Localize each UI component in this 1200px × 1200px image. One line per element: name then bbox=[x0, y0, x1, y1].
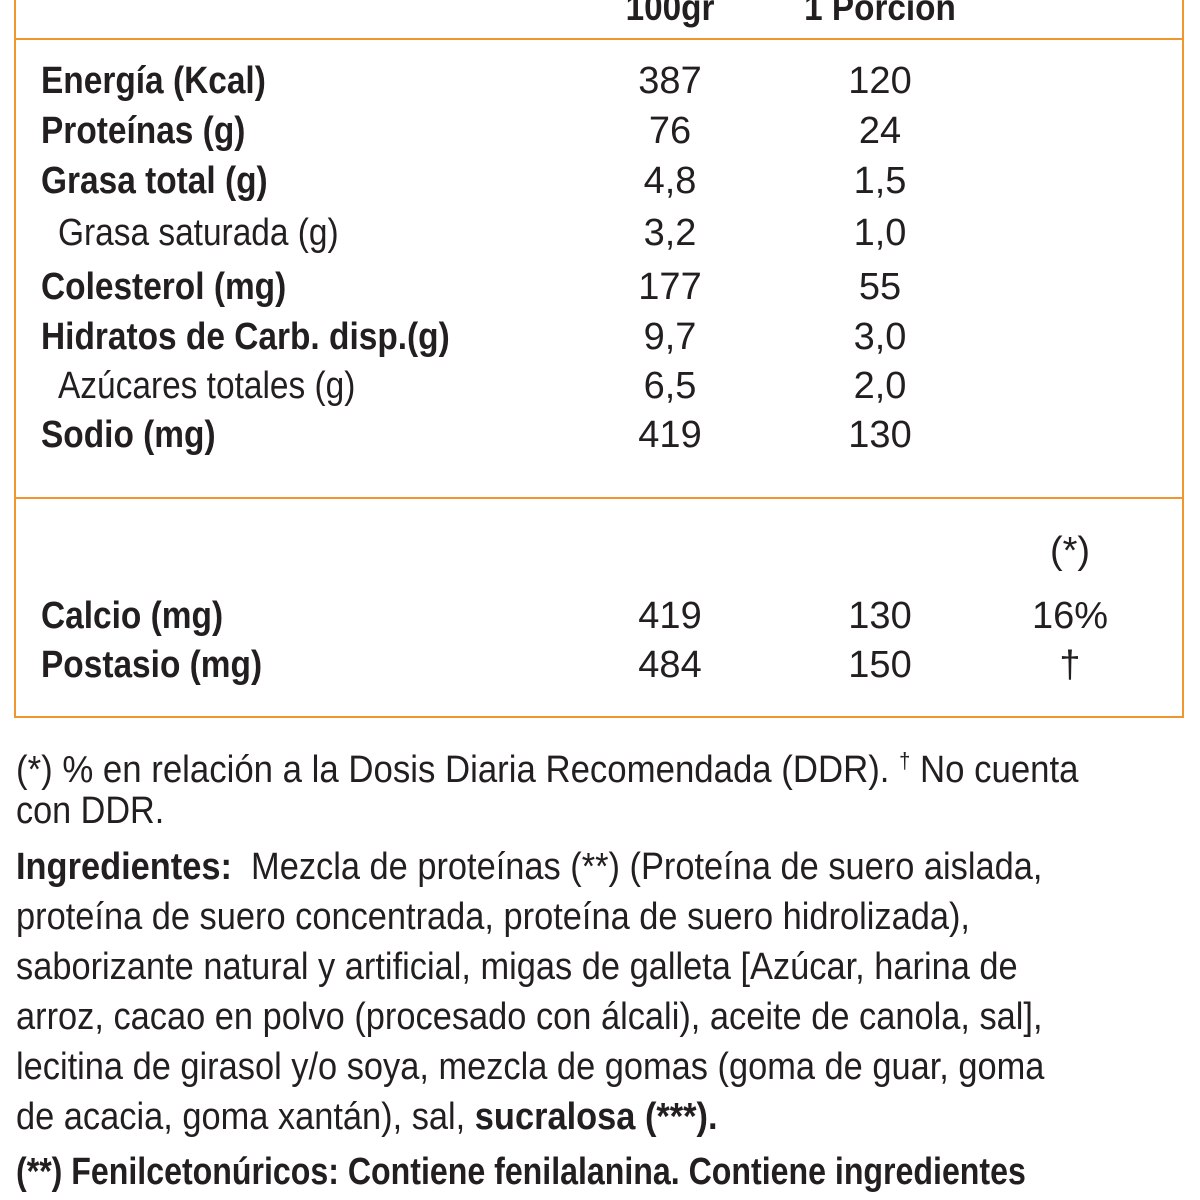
value-per-portion: 2,0 bbox=[853, 365, 907, 407]
table-row: Colesterol (mg) 177 55 bbox=[0, 262, 1200, 312]
footnote-text: (*) % en relación a la Dosis Diaria Reco… bbox=[16, 749, 890, 791]
nutrient-label: Grasa total (g) bbox=[41, 160, 268, 202]
value-per-portion: 1,0 bbox=[853, 212, 907, 254]
table-row: Sodio (mg) 419 130 bbox=[0, 410, 1200, 460]
value-per-100g: 484 bbox=[638, 644, 702, 686]
ddr-column-header: (*) bbox=[1049, 530, 1091, 572]
ingredients-line: proteína de suero concentrada, proteína … bbox=[16, 896, 970, 938]
value-per-100g: 6,5 bbox=[643, 365, 697, 407]
nutrition-table-border bbox=[14, 0, 1184, 718]
column-header-100g: 100gr bbox=[625, 0, 715, 28]
value-per-100g: 3,2 bbox=[643, 212, 697, 254]
ddr-footnote: (*) % en relación a la Dosis Diaria Reco… bbox=[16, 736, 1184, 836]
column-header-portion: 1 Porción bbox=[804, 0, 956, 28]
footnote-line: con DDR. bbox=[16, 790, 165, 832]
value-per-portion: 130 bbox=[848, 414, 912, 456]
minerals-divider bbox=[14, 497, 1184, 499]
footnote-text: No cuenta bbox=[919, 749, 1079, 791]
value-per-100g: 419 bbox=[638, 414, 702, 456]
nutrient-label: Grasa saturada (g) bbox=[58, 212, 339, 254]
ingredients-line: Ingredientes: Mezcla de proteínas (**) (… bbox=[16, 842, 1073, 892]
footnote-line: (*) % en relación a la Dosis Diaria Reco… bbox=[16, 736, 1085, 791]
value-per-100g: 177 bbox=[638, 266, 702, 308]
mineral-label: Postasio (mg) bbox=[41, 644, 263, 686]
table-row: Energía (Kcal) 387 120 bbox=[0, 56, 1200, 106]
value-ddr: † bbox=[1059, 644, 1081, 686]
ingredients-paragraph: Ingredientes: Mezcla de proteínas (**) (… bbox=[16, 842, 1184, 1142]
nutrient-label: Proteínas (g) bbox=[41, 110, 246, 152]
table-row: Grasa total (g) 4,8 1,5 bbox=[0, 156, 1200, 206]
value-per-portion: 24 bbox=[858, 110, 902, 152]
nutrient-label: Energía (Kcal) bbox=[41, 60, 266, 102]
mineral-label: Calcio (mg) bbox=[41, 595, 224, 637]
table-row: Calcio (mg) 419 130 16% bbox=[0, 591, 1200, 641]
value-ddr: 16% bbox=[1031, 595, 1109, 637]
table-row: Grasa saturada (g) 3,2 1,0 bbox=[0, 208, 1200, 258]
value-per-portion: 150 bbox=[848, 644, 912, 686]
value-per-portion: 1,5 bbox=[853, 160, 907, 202]
ingredients-text: Mezcla de proteínas (**) (Proteína de su… bbox=[251, 846, 1043, 888]
nutrient-label: Azúcares totales (g) bbox=[58, 365, 356, 407]
warning-line: (**) Fenilcetonúricos: Contiene fenilala… bbox=[16, 1151, 1026, 1193]
nutrient-label: Sodio (mg) bbox=[41, 414, 216, 456]
nutrient-label: Colesterol (mg) bbox=[41, 266, 287, 308]
dagger-mark: † bbox=[899, 748, 911, 773]
ingredients-line: arroz, cacao en polvo (procesado con álc… bbox=[16, 996, 1043, 1038]
ingredients-line: lecitina de girasol y/o soya, mezcla de … bbox=[16, 1046, 1045, 1088]
value-per-100g: 4,8 bbox=[643, 160, 697, 202]
table-row: Azúcares totales (g) 6,5 2,0 bbox=[0, 361, 1200, 411]
value-per-portion: 120 bbox=[848, 60, 912, 102]
value-per-portion: 3,0 bbox=[853, 316, 907, 358]
value-per-portion: 130 bbox=[848, 595, 912, 637]
ingredients-text: de acacia, goma xantán), sal, bbox=[16, 1096, 466, 1138]
ingredients-heading: Ingredientes: bbox=[16, 846, 232, 888]
ingredients-line: de acacia, goma xantán), sal, sucralosa … bbox=[16, 1092, 1073, 1142]
table-row: Proteínas (g) 76 24 bbox=[0, 106, 1200, 156]
value-per-100g: 419 bbox=[638, 595, 702, 637]
header-divider bbox=[14, 38, 1184, 40]
value-per-100g: 387 bbox=[638, 60, 702, 102]
table-row: Postasio (mg) 484 150 † bbox=[0, 640, 1200, 690]
sweetener-highlight: sucralosa (***). bbox=[474, 1096, 718, 1138]
nutrient-label: Hidratos de Carb. disp.(g) bbox=[41, 316, 450, 358]
value-per-100g: 9,7 bbox=[643, 316, 697, 358]
ingredients-line: saborizante natural y artificial, migas … bbox=[16, 946, 1018, 988]
phenylketonuric-warning: (**) Fenilcetonúricos: Contiene fenilala… bbox=[16, 1147, 1184, 1197]
table-row: Hidratos de Carb. disp.(g) 9,7 3,0 bbox=[0, 312, 1200, 362]
value-per-portion: 55 bbox=[858, 266, 902, 308]
value-per-100g: 76 bbox=[648, 110, 692, 152]
